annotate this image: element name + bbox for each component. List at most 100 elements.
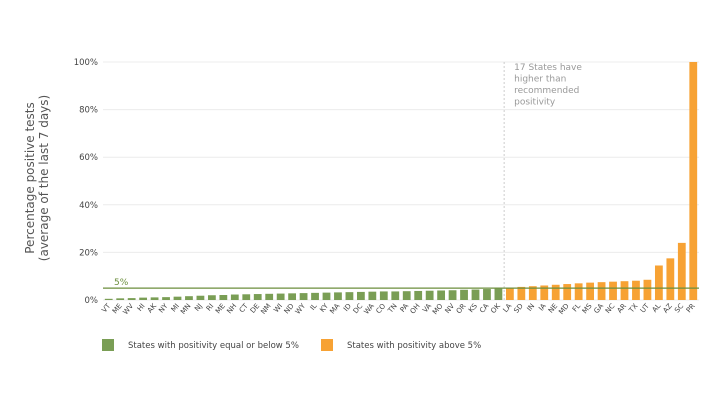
bar-nv [448,290,457,300]
bar-co [379,291,388,300]
bar-ne [551,284,560,300]
annotation-line: higher than [514,75,566,85]
x-tick-label: AK [146,302,158,315]
x-tick-label: LA [502,302,514,314]
bar-ms [586,282,595,300]
legend-swatch-above [321,339,333,351]
y-tick-label: 40% [79,201,98,211]
bar-pr [689,62,698,300]
x-tick-label: DC [352,302,365,315]
bar-ut [643,279,652,300]
bar-sc [677,242,686,300]
bar-ar [620,281,629,300]
legend-label-below: States with positivity equal or below 5% [128,341,299,351]
bars [104,62,698,300]
x-tick-label: NC [604,302,617,315]
x-tick-label: PA [399,302,411,314]
bar-md [563,284,572,300]
bar-az [666,258,675,300]
x-tick-label: ME [111,302,124,315]
bar-hi [139,297,148,300]
x-tick-label: TN [386,302,399,315]
bar-tn [391,291,400,300]
x-tick-label: MI [170,302,181,313]
legend-label-above: States with positivity above 5% [347,341,481,351]
annotation-line: recommended [514,86,579,96]
x-tick-label: GA [592,302,605,315]
y-axis-label-line1: Percentage positive tests [23,102,37,254]
x-tick-label: OR [455,302,468,315]
bar-ks [471,289,480,300]
bar-wy [299,293,308,300]
x-tick-label: MA [328,302,341,316]
annotation-line: positivity [514,98,556,108]
x-tick-label: TX [627,302,640,315]
x-tick-label: HI [136,302,147,313]
x-tick-label: NJ [193,302,204,313]
x-tick-label: DE [249,302,261,315]
x-tick-label: AZ [662,302,674,315]
bar-ct [242,294,251,300]
x-tick-label: IA [537,302,548,313]
x-tick-label: KY [318,302,330,314]
bar-wi [276,293,285,300]
x-tick-label: WI [272,302,284,314]
annotation-line: 17 States have [514,63,582,73]
x-tick-label: CA [478,302,490,315]
x-tick-label: IL [309,302,319,312]
reference-line-label: 5% [114,278,129,288]
x-tick-label: WA [362,302,376,316]
bar-in [528,286,537,300]
x-tick-label: MS [581,302,594,316]
x-tick-label: UT [639,302,652,315]
x-tick-label: NM [259,302,272,316]
bar-wa [368,291,377,300]
bar-nm [265,293,274,300]
bar-ma [334,292,342,300]
bar-va [425,290,434,300]
bar-me [219,295,228,300]
bar-ak [150,297,159,300]
x-tick-label: WV [122,302,136,316]
bar-or [460,289,468,300]
bar-ky [322,292,331,300]
y-tick-label: 60% [79,153,98,163]
bar-wv [127,298,136,300]
x-tick-label: MD [557,302,570,316]
x-tick-label: AR [616,302,628,315]
bar-dc [356,291,365,300]
y-tick-label: 20% [79,248,98,258]
x-tick-label: CT [238,302,250,315]
bar-ok [494,288,503,300]
bar-ga [597,282,606,300]
x-tick-label: WY [294,302,308,316]
x-tick-label: AL [651,302,663,314]
x-tick-label: MN [179,302,192,316]
bar-mn [185,296,193,300]
bar-mo [437,290,446,300]
bar-fl [574,283,583,300]
bar-nd [288,293,297,300]
x-tick-label: MO [431,302,445,316]
x-tick-label: FL [571,302,582,313]
bar-nc [609,281,617,300]
x-tick-label: SC [673,302,685,314]
x-tick-label: SD [512,302,524,315]
x-tick-label: ME [214,302,227,315]
x-tick-label: IN [526,302,537,313]
bar-ri [207,295,216,300]
bar-de [253,294,262,300]
bar-id [345,292,354,300]
x-tick-label: NV [444,302,457,315]
bar-pa [402,291,411,300]
bar-nj [196,295,205,300]
y-tick-label: 0% [85,296,99,306]
x-tick-label: RI [205,302,216,312]
x-tick-label: NH [225,302,238,315]
x-tick-label: OK [489,302,502,315]
x-tick-label: KS [467,302,479,314]
legend-swatch-below [102,339,114,351]
